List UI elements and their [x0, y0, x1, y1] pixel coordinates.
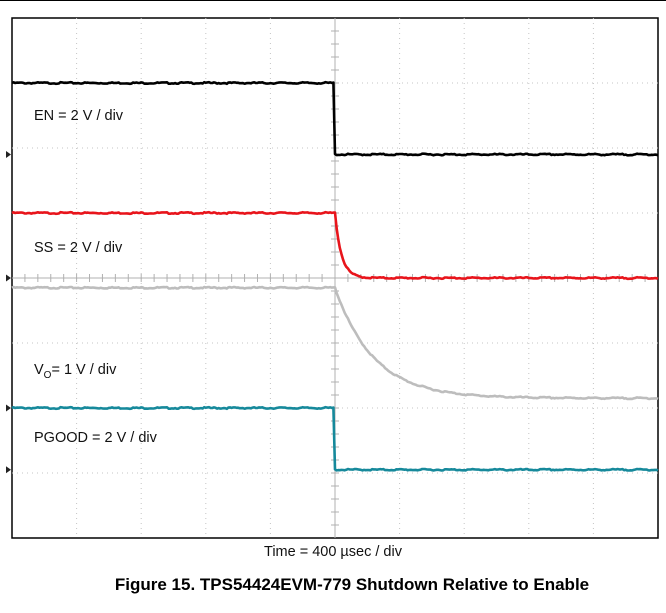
label-vo-main: V: [34, 362, 44, 378]
oscilloscope-plot: EN = 2 V / div SS = 2 V / div VO= 1 V / …: [6, 17, 659, 539]
marker-ss: [6, 274, 11, 282]
label-vo-rest: = 1 V / div: [51, 362, 117, 378]
marker-pgood: [6, 466, 11, 474]
trace-ss: [11, 210, 659, 281]
marker-vo: [6, 404, 11, 412]
channel-labels: EN = 2 V / div SS = 2 V / div VO= 1 V / …: [34, 108, 158, 446]
traces: [11, 80, 659, 472]
trace-en: [11, 80, 659, 157]
marker-en: [6, 151, 11, 158]
label-vo-sub: O: [44, 370, 52, 381]
figure-title: Figure 15. TPS54424EVM-779 Shutdown Rela…: [114, 575, 590, 594]
label-vo: VO= 1 V / div: [34, 362, 117, 381]
top-rule: [0, 0, 666, 1]
channel-markers: [6, 151, 11, 474]
label-ss: SS = 2 V / div: [34, 240, 123, 256]
label-en: EN = 2 V / div: [34, 108, 124, 124]
trace-pgood: [11, 405, 659, 472]
trace-vo: [11, 285, 659, 401]
label-pgood: PGOOD = 2 V / div: [34, 430, 158, 446]
time-scale-caption: Time = 400 µsec / div: [264, 544, 402, 560]
